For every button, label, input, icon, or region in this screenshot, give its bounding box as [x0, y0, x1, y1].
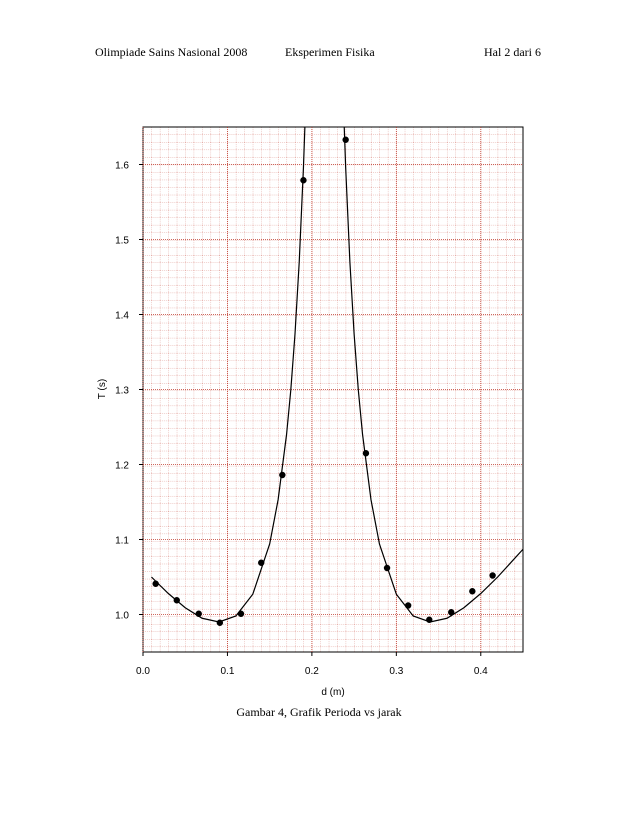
data-point — [448, 609, 455, 616]
x-tick-label: 0.3 — [389, 666, 403, 677]
fit-curve — [151, 126, 524, 623]
header-center: Eksperimen Fisika — [285, 45, 375, 59]
y-tick-label: 1.3 — [115, 386, 129, 397]
y-tick-label: 1.6 — [115, 161, 129, 172]
y-axis-label: T (s) — [97, 379, 108, 399]
y-tick-label: 1.1 — [115, 536, 129, 547]
x-tick-label: 0.2 — [305, 666, 319, 677]
figure-caption: Gambar 4, Grafik Perioda vs jarak — [236, 705, 401, 719]
x-axis-label: d (m) — [321, 687, 344, 698]
header-left: Olimpiade Sains Nasional 2008 — [95, 45, 247, 59]
x-tick-label: 0.4 — [474, 666, 488, 677]
data-point — [489, 572, 496, 579]
data-point — [362, 450, 370, 457]
y-tick-label: 1.0 — [115, 611, 129, 622]
y-tick-label: 1.2 — [115, 461, 129, 472]
data-point — [469, 588, 476, 595]
header-right: Hal 2 dari 6 — [484, 45, 541, 59]
x-tick-label: 0.1 — [220, 666, 234, 677]
y-tick-label: 1.4 — [115, 311, 129, 322]
y-tick-label: 1.5 — [115, 236, 129, 247]
plot: 0.0 0.1 0.2 0.3 0.4 1.0 1.1 1.2 1.3 1.4 1.5 1.6 — [115, 126, 524, 677]
x-tick-label: 0.0 — [136, 666, 150, 677]
data-point — [404, 602, 412, 609]
data-point — [279, 471, 286, 479]
data-point — [342, 136, 349, 143]
